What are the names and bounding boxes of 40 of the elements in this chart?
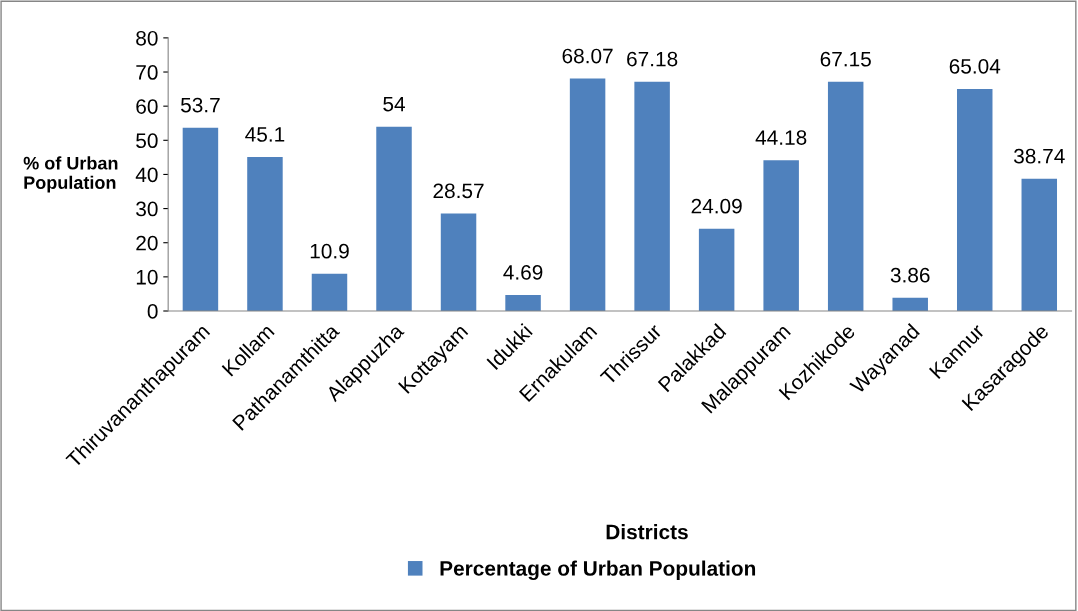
bar [569, 78, 606, 311]
y-tick-label: 10 [136, 269, 158, 285]
bar [1021, 178, 1058, 311]
data-label: 65.04 [949, 58, 1001, 74]
bar [440, 213, 477, 311]
data-label: 28.57 [433, 183, 484, 199]
bar [311, 273, 348, 311]
data-label: 53.7 [180, 97, 220, 113]
bar [505, 294, 541, 311]
y-tick-label: 20 [136, 235, 158, 251]
data-label: 10.9 [310, 243, 349, 259]
data-label: 24.09 [691, 198, 742, 214]
data-label: 44.18 [755, 130, 807, 145]
bar [698, 228, 735, 311]
bar [763, 160, 799, 311]
data-label: 54 [383, 96, 405, 112]
x-axis-title: Districts [606, 524, 688, 540]
y-axis-title: % of Urban Population [23, 156, 118, 193]
data-label: 45.1 [245, 127, 285, 142]
data-label: 67.18 [627, 51, 678, 67]
y-tick-label: 80 [136, 30, 158, 46]
bar [634, 81, 670, 311]
data-label: 4.69 [503, 265, 543, 280]
data-label: 67.15 [820, 51, 871, 67]
data-label: 3.86 [890, 267, 930, 283]
y-tick-label: 30 [136, 201, 158, 217]
bar [376, 126, 412, 311]
data-label: 38.74 [1014, 148, 1065, 164]
bar [957, 88, 993, 311]
y-tick-label: 70 [136, 65, 158, 80]
bar [182, 127, 219, 311]
bar [892, 297, 928, 311]
y-tick-label: 40 [135, 167, 158, 183]
y-tick-label: 60 [136, 99, 158, 114]
data-label: 68.07 [562, 48, 613, 64]
y-tick-label: 0 [147, 304, 158, 319]
legend-label: Percentage of Urban Population [440, 560, 756, 581]
y-tick-label: 50 [136, 133, 158, 149]
bar [247, 157, 283, 311]
bar [827, 81, 864, 311]
